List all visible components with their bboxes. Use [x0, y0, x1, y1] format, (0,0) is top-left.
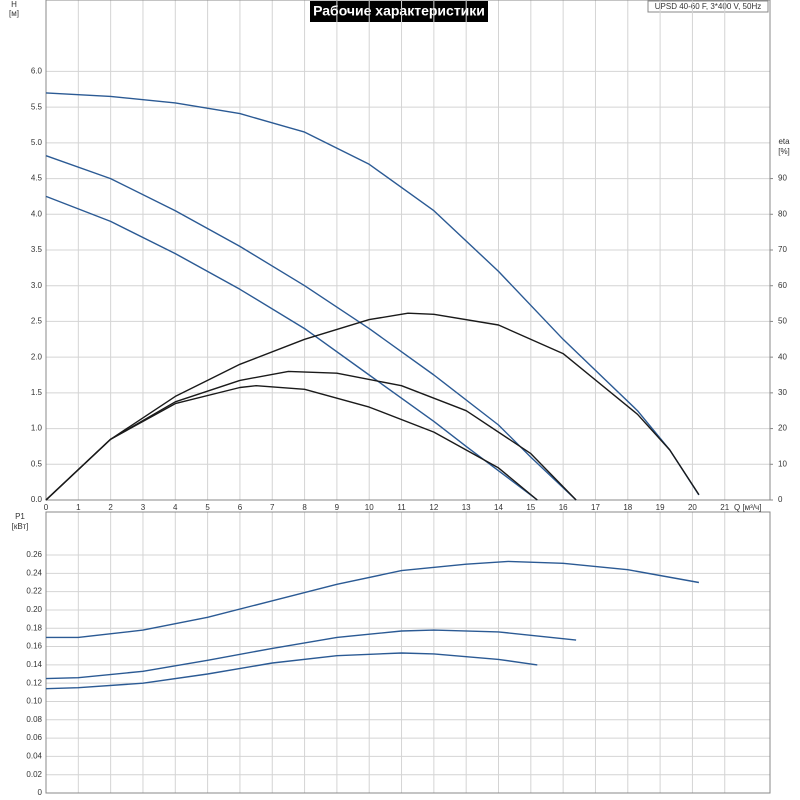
y-tick-label: 0.10 [26, 697, 42, 706]
y-tick-label: 0.16 [26, 642, 42, 651]
title-box [310, 1, 488, 22]
x-tick-label: 17 [591, 503, 600, 512]
x-tick-label: 16 [559, 503, 568, 512]
x-tick-label: 10 [365, 503, 374, 512]
y-tick-label: 0.20 [26, 605, 42, 614]
y2-label: eta [778, 137, 790, 146]
y2-tick-label: 10 [778, 459, 787, 468]
x-tick-label: 18 [623, 503, 632, 512]
y2-tick-label: 90 [778, 174, 787, 183]
x-tick-label: 5 [205, 503, 210, 512]
x-tick-label: 3 [141, 503, 146, 512]
y-unit: [м] [9, 9, 19, 18]
x-tick-label: 2 [108, 503, 113, 512]
x-tick-label: 13 [462, 503, 471, 512]
x-tick-label: 11 [397, 503, 406, 512]
y-label: P1 [15, 512, 25, 521]
y-tick-label: 2.0 [31, 352, 43, 361]
x-tick-label: 12 [429, 503, 438, 512]
x-tick-label: 20 [688, 503, 697, 512]
y-tick-label: 0.22 [26, 587, 42, 596]
y-unit: [кВт] [12, 522, 29, 531]
y-tick-label: 0.24 [26, 568, 42, 577]
y-tick-label: 1.0 [31, 424, 43, 433]
y-tick-label: 0.14 [26, 660, 42, 669]
curve [45, 92, 700, 496]
plot-frame [45, 511, 771, 794]
model-box [647, 0, 769, 13]
x-tick-label: 14 [494, 503, 503, 512]
y2-tick-label: 30 [778, 388, 787, 397]
plot-frame [45, 0, 771, 501]
curve [45, 370, 577, 501]
y2-tick-label: 60 [778, 281, 787, 290]
y2-tick-label: 50 [778, 317, 787, 326]
curve [45, 312, 700, 501]
curve [45, 195, 538, 501]
curve [45, 629, 577, 680]
curve [45, 385, 538, 501]
y-tick-label: 0.0 [31, 495, 43, 504]
chart-title: Рабочие характеристики [313, 3, 485, 19]
y-tick-label: 0.08 [26, 715, 42, 724]
y-tick-label: 0.12 [26, 678, 42, 687]
x-tick-label: 8 [302, 503, 307, 512]
x-tick-label: 0 [44, 503, 49, 512]
x-label: Q [м³/ч] [734, 503, 761, 512]
y-tick-label: 1.5 [31, 388, 43, 397]
x-tick-label: 1 [76, 503, 81, 512]
y2-tick-label: 70 [778, 245, 787, 254]
y-tick-label: 0.02 [26, 770, 42, 779]
y2-unit: [%] [778, 147, 790, 156]
y-tick-label: 2.5 [31, 317, 43, 326]
x-tick-label: 9 [335, 503, 340, 512]
y-tick-label: 0.04 [26, 751, 42, 760]
y-tick-label: 3.5 [31, 245, 43, 254]
x-tick-label: 19 [656, 503, 665, 512]
y-tick-label: 0.26 [26, 550, 42, 559]
model-label: UPSD 40-60 F, 3*400 V, 50Hz [655, 2, 761, 11]
y2-tick-label: 80 [778, 209, 787, 218]
y2-tick-label: 0 [778, 495, 783, 504]
x-tick-label: 6 [238, 503, 243, 512]
y-tick-label: 0.5 [31, 459, 43, 468]
x-tick-label: 7 [270, 503, 275, 512]
y-tick-label: 0 [38, 788, 43, 797]
y-tick-label: 3.0 [31, 281, 43, 290]
y-tick-label: 0.18 [26, 623, 42, 632]
x-tick-label: 15 [526, 503, 535, 512]
y-tick-label: 6.0 [31, 67, 43, 76]
curve [46, 560, 700, 639]
y-tick-label: 5.0 [31, 138, 43, 147]
y-tick-label: 0.06 [26, 733, 42, 742]
curve [45, 155, 577, 501]
y2-tick-label: 40 [778, 352, 787, 361]
y-label: H [11, 0, 17, 9]
y-tick-label: 4.5 [31, 174, 43, 183]
y2-tick-label: 20 [778, 424, 787, 433]
curve [45, 652, 538, 690]
y-tick-label: 5.5 [31, 102, 43, 111]
x-tick-label: 4 [173, 503, 178, 512]
x-tick-label: 21 [720, 503, 729, 512]
y-tick-label: 4.0 [31, 209, 43, 218]
